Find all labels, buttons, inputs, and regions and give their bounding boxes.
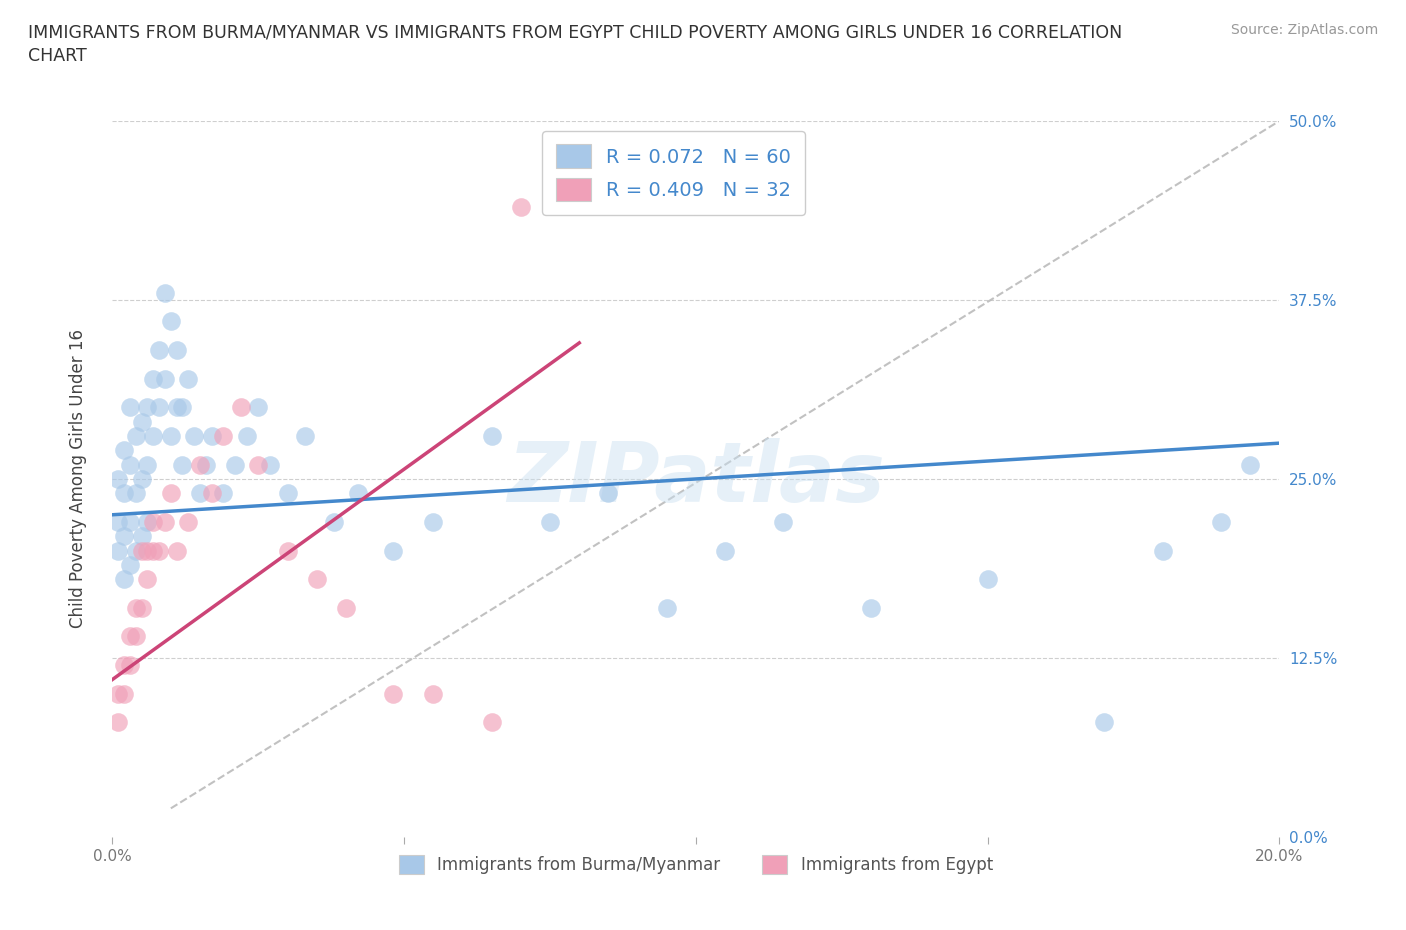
Point bbox=[538, 514, 561, 529]
Point bbox=[160, 485, 183, 500]
Point bbox=[131, 601, 153, 616]
Point bbox=[194, 458, 217, 472]
Point bbox=[1209, 514, 1232, 529]
Point bbox=[294, 429, 316, 444]
Point bbox=[125, 485, 148, 500]
Point bbox=[131, 529, 153, 544]
Point bbox=[118, 400, 141, 415]
Point bbox=[1239, 458, 1261, 472]
Point bbox=[136, 400, 159, 415]
Point bbox=[136, 458, 159, 472]
Point bbox=[655, 601, 678, 616]
Point bbox=[346, 485, 368, 500]
Point bbox=[166, 342, 188, 357]
Point bbox=[1094, 715, 1116, 730]
Point bbox=[107, 715, 129, 730]
Point bbox=[160, 314, 183, 329]
Point bbox=[118, 557, 141, 572]
Point bbox=[153, 371, 176, 386]
Point bbox=[259, 458, 281, 472]
Point bbox=[153, 514, 176, 529]
Point bbox=[568, 171, 591, 186]
Point bbox=[177, 371, 200, 386]
Point bbox=[118, 514, 141, 529]
Point bbox=[224, 458, 246, 472]
Point bbox=[107, 686, 129, 701]
Point bbox=[276, 485, 298, 500]
Point bbox=[118, 458, 141, 472]
Point bbox=[136, 514, 159, 529]
Point bbox=[112, 658, 135, 672]
Point bbox=[201, 485, 224, 500]
Point bbox=[125, 601, 148, 616]
Point bbox=[188, 458, 211, 472]
Point bbox=[118, 629, 141, 644]
Point bbox=[112, 443, 135, 458]
Point bbox=[112, 572, 135, 587]
Point bbox=[323, 514, 346, 529]
Point bbox=[153, 286, 176, 300]
Point bbox=[142, 514, 165, 529]
Point bbox=[148, 400, 170, 415]
Point bbox=[142, 543, 165, 558]
Point bbox=[172, 400, 194, 415]
Y-axis label: Child Poverty Among Girls Under 16: Child Poverty Among Girls Under 16 bbox=[69, 329, 87, 629]
Point bbox=[188, 485, 211, 500]
Point bbox=[481, 715, 503, 730]
Point bbox=[112, 686, 135, 701]
Point bbox=[860, 601, 883, 616]
Point bbox=[335, 601, 357, 616]
Point bbox=[177, 514, 200, 529]
Point bbox=[976, 572, 998, 587]
Point bbox=[142, 371, 165, 386]
Point bbox=[422, 514, 444, 529]
Point bbox=[166, 400, 188, 415]
Point bbox=[212, 485, 235, 500]
Legend: Immigrants from Burma/Myanmar, Immigrants from Egypt: Immigrants from Burma/Myanmar, Immigrant… bbox=[391, 846, 1001, 883]
Point bbox=[131, 472, 153, 486]
Point bbox=[107, 472, 129, 486]
Point bbox=[131, 543, 153, 558]
Point bbox=[183, 429, 205, 444]
Point bbox=[714, 543, 737, 558]
Point bbox=[160, 429, 183, 444]
Point bbox=[247, 400, 270, 415]
Point bbox=[1152, 543, 1174, 558]
Point bbox=[142, 429, 165, 444]
Point bbox=[112, 529, 135, 544]
Point bbox=[598, 485, 620, 500]
Point bbox=[125, 629, 148, 644]
Point bbox=[509, 199, 531, 214]
Text: Source: ZipAtlas.com: Source: ZipAtlas.com bbox=[1230, 23, 1378, 37]
Point bbox=[172, 458, 194, 472]
Point bbox=[107, 543, 129, 558]
Point bbox=[112, 485, 135, 500]
Point bbox=[381, 543, 404, 558]
Point bbox=[136, 572, 159, 587]
Text: ZIPatlas: ZIPatlas bbox=[508, 438, 884, 520]
Point bbox=[125, 429, 148, 444]
Point bbox=[305, 572, 328, 587]
Point bbox=[107, 514, 129, 529]
Point bbox=[201, 429, 224, 444]
Point bbox=[772, 514, 794, 529]
Point bbox=[118, 658, 141, 672]
Point bbox=[212, 429, 235, 444]
Point bbox=[131, 414, 153, 429]
Point bbox=[136, 543, 159, 558]
Point bbox=[381, 686, 404, 701]
Text: IMMIGRANTS FROM BURMA/MYANMAR VS IMMIGRANTS FROM EGYPT CHILD POVERTY AMONG GIRLS: IMMIGRANTS FROM BURMA/MYANMAR VS IMMIGRA… bbox=[28, 23, 1122, 65]
Point bbox=[422, 686, 444, 701]
Point bbox=[247, 458, 270, 472]
Point bbox=[148, 342, 170, 357]
Point bbox=[166, 543, 188, 558]
Point bbox=[125, 543, 148, 558]
Point bbox=[481, 429, 503, 444]
Point bbox=[276, 543, 298, 558]
Point bbox=[148, 543, 170, 558]
Point bbox=[229, 400, 252, 415]
Point bbox=[235, 429, 257, 444]
